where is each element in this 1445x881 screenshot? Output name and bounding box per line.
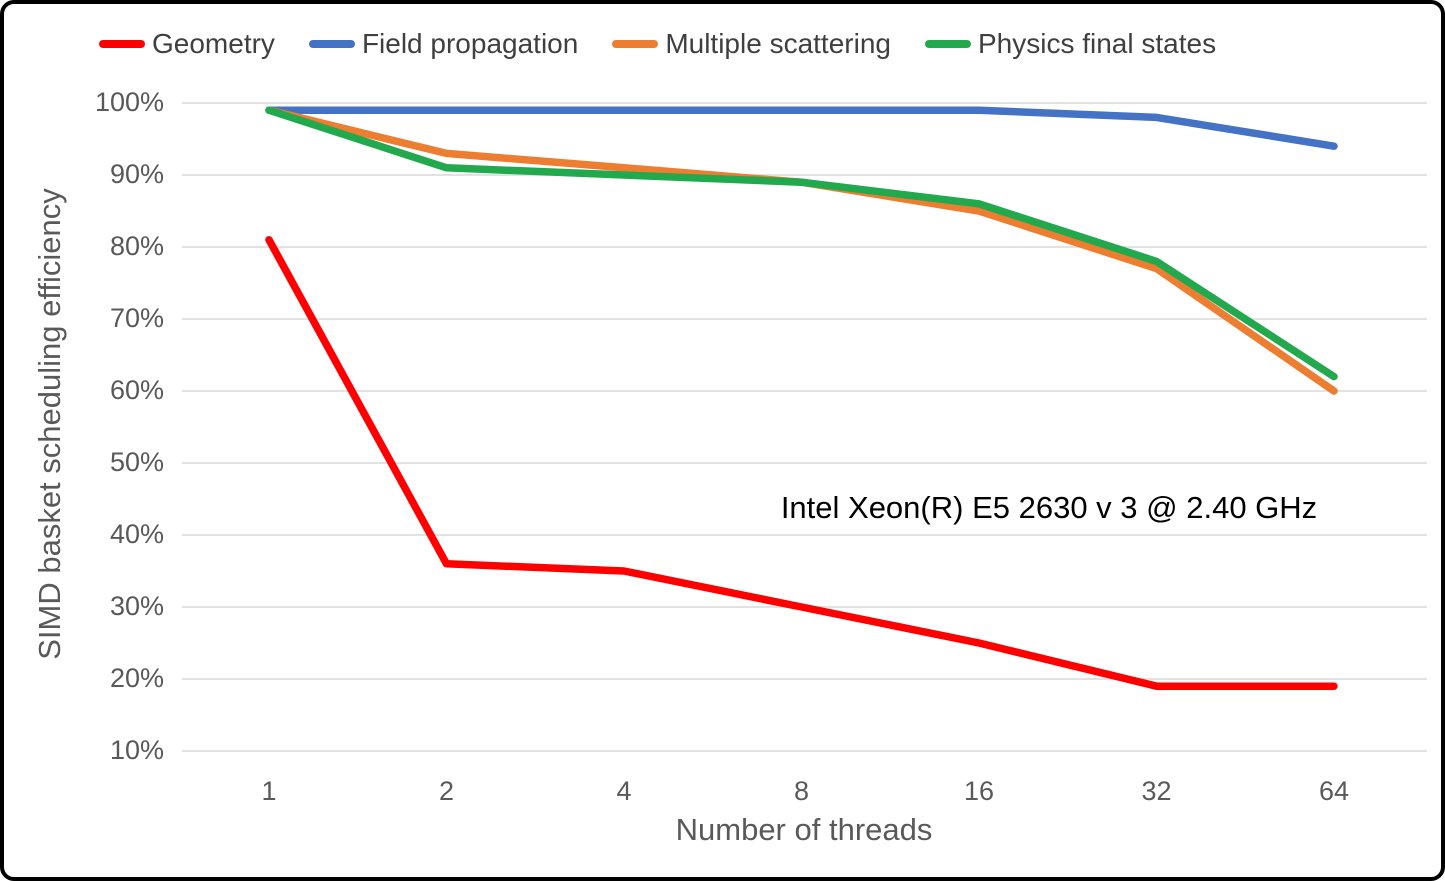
legend-label: Multiple scattering bbox=[665, 28, 891, 59]
y-tick-label: 50% bbox=[109, 447, 164, 477]
legend-line-swatch-icon bbox=[612, 40, 659, 48]
x-tick-label: 64 bbox=[1318, 776, 1350, 806]
x-tick-label: 8 bbox=[793, 776, 810, 806]
y-axis-title: SIMD basket scheduling efficiency bbox=[32, 188, 67, 660]
legend-line-swatch-icon bbox=[924, 40, 971, 48]
y-tick-label: 100% bbox=[94, 87, 164, 117]
y-tick-label: 40% bbox=[109, 519, 164, 549]
y-tick-label: 90% bbox=[109, 159, 164, 189]
y-tick-label: 80% bbox=[109, 231, 164, 261]
x-axis-title: Number of threads bbox=[675, 812, 933, 847]
legend-label: Physics final states bbox=[977, 28, 1217, 59]
legend-item-physics-final-states: Physics final states bbox=[924, 28, 1217, 60]
legend-line-swatch-icon bbox=[99, 40, 145, 48]
x-tick-label: 2 bbox=[438, 776, 455, 806]
series-line-geometry bbox=[265, 236, 1338, 690]
legend-item-multiple-scattering: Multiple scattering bbox=[612, 28, 891, 60]
x-tick-label: 32 bbox=[1141, 776, 1172, 806]
legend-label: Geometry bbox=[152, 28, 275, 59]
plot-area bbox=[182, 102, 1427, 752]
series-line-field-propagation bbox=[265, 106, 1338, 150]
x-tick-label: 1 bbox=[261, 776, 277, 806]
legend-line-swatch-icon bbox=[308, 40, 355, 48]
y-tick-label: 30% bbox=[109, 591, 164, 621]
y-tick-label: 20% bbox=[109, 663, 164, 693]
y-tick-label: 10% bbox=[109, 735, 164, 765]
legend-item-field-propagation: Field propagation bbox=[308, 28, 579, 60]
x-tick-label: 4 bbox=[616, 776, 632, 806]
legend: Geometry Field propagation Multiple scatte… bbox=[99, 28, 1216, 60]
cpu-annotation: Intel Xeon(R) E5 2630 v 3 @ 2.40 GHz bbox=[780, 490, 1318, 525]
series-line-physics-final-states bbox=[265, 106, 1338, 381]
series-line-multiple-scattering bbox=[265, 106, 1338, 395]
legend-item-geometry: Geometry bbox=[99, 28, 275, 60]
legend-label: Field propagation bbox=[361, 28, 579, 59]
y-tick-label: 60% bbox=[109, 375, 164, 405]
y-tick-label: 70% bbox=[109, 303, 164, 333]
x-tick-label: 16 bbox=[963, 776, 995, 806]
